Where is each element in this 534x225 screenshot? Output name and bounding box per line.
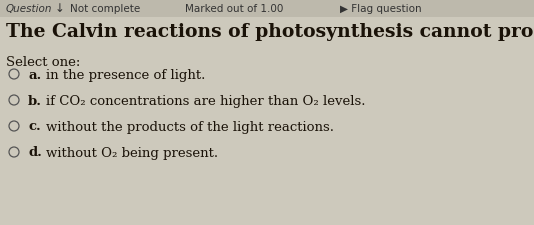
Text: if CO₂ concentrations are higher than O₂ levels.: if CO₂ concentrations are higher than O₂… — [46, 94, 365, 107]
Text: b.: b. — [28, 94, 42, 107]
Text: Select one:: Select one: — [6, 56, 81, 69]
Text: c.: c. — [28, 120, 41, 133]
Text: ↓: ↓ — [55, 2, 65, 16]
Text: Marked out of 1.00: Marked out of 1.00 — [185, 4, 284, 14]
Text: ▶ Flag question: ▶ Flag question — [340, 4, 422, 14]
Text: without O₂ being present.: without O₂ being present. — [46, 146, 218, 159]
Text: a.: a. — [28, 68, 41, 81]
Text: Not complete: Not complete — [70, 4, 140, 14]
Text: d.: d. — [28, 146, 42, 159]
Text: without the products of the light reactions.: without the products of the light reacti… — [46, 120, 334, 133]
Text: in the presence of light.: in the presence of light. — [46, 68, 206, 81]
Text: Question: Question — [6, 4, 52, 14]
FancyBboxPatch shape — [0, 0, 534, 18]
Text: The Calvin reactions of photosynthesis cannot proceed: The Calvin reactions of photosynthesis c… — [6, 23, 534, 41]
